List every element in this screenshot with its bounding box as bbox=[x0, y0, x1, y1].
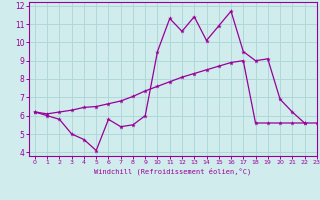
X-axis label: Windchill (Refroidissement éolien,°C): Windchill (Refroidissement éolien,°C) bbox=[94, 168, 252, 175]
